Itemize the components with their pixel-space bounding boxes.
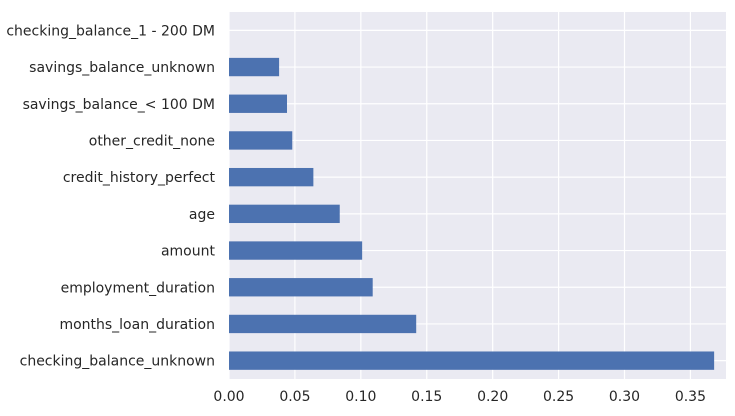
y-tick-label: employment_duration bbox=[61, 280, 215, 296]
x-tick-label: 0.35 bbox=[675, 389, 706, 405]
x-tick-label: 0.20 bbox=[477, 389, 508, 405]
y-tick-labels: checking_balance_unknown months_loan_dura… bbox=[6, 23, 215, 369]
x-tick-label: 0.05 bbox=[279, 389, 310, 405]
bar-savings-balance-100-dm bbox=[229, 94, 288, 113]
y-tick-label: other_credit_none bbox=[89, 133, 215, 149]
x-tick-label: 0.15 bbox=[411, 389, 442, 405]
x-tick-label: 0.25 bbox=[543, 389, 574, 405]
bar-months-loan-duration bbox=[229, 314, 417, 334]
bar-credit-history-perfect bbox=[229, 167, 314, 187]
y-tick-label: savings_balance_unknown bbox=[29, 60, 215, 76]
y-tick-label: amount bbox=[161, 244, 216, 260]
x-tick-label: 0.30 bbox=[609, 389, 640, 405]
bars bbox=[229, 57, 715, 370]
y-tick-label: months_loan_duration bbox=[59, 317, 215, 333]
x-tick-label: 0.10 bbox=[345, 389, 376, 405]
bar-age bbox=[229, 204, 340, 224]
y-tick-label: credit_history_perfect bbox=[63, 170, 216, 186]
y-tick-label: checking_balance_unknown bbox=[20, 354, 215, 370]
y-tick-label: checking_balance_1 - 200 DM bbox=[6, 23, 215, 39]
bar-other-credit-none bbox=[229, 131, 293, 150]
y-tick-label: age bbox=[189, 207, 215, 223]
y-tick-label: savings_balance_< 100 DM bbox=[23, 97, 215, 113]
bar-checking-balance-unknown bbox=[229, 351, 715, 370]
bar-amount bbox=[229, 241, 363, 260]
bar-employment-duration bbox=[229, 278, 373, 297]
x-tick-labels: 0.00 0.05 0.10 0.15 0.20 0.25 0.30 0.35 bbox=[213, 389, 706, 405]
bar-savings-balance-unknown bbox=[229, 57, 280, 77]
x-tick-label: 0.00 bbox=[213, 389, 244, 405]
